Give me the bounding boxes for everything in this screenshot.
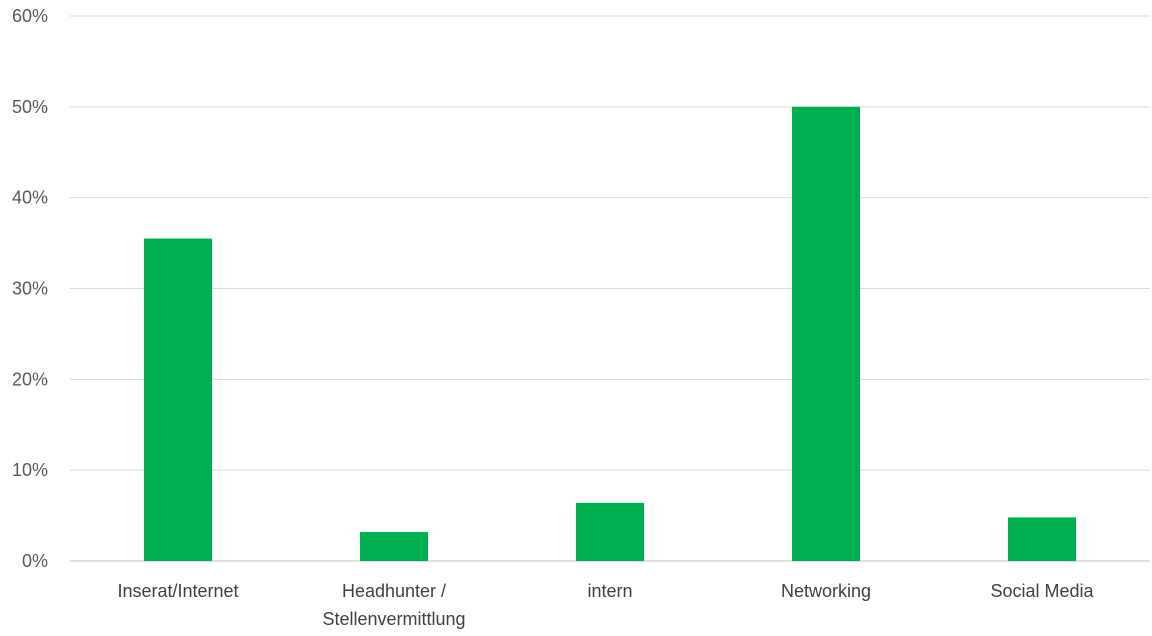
x-tick-label: Social Media [990, 581, 1094, 601]
bar [360, 531, 428, 561]
y-tick-label: 10% [12, 460, 48, 480]
y-axis-ticks: 0% 10% 20% 30% 40% 50% 60% [12, 6, 48, 571]
x-tick-label: Networking [781, 581, 871, 601]
x-tick-label: Headhunter / Stellenvermittlung [322, 581, 465, 629]
bar [576, 502, 644, 561]
y-tick-label: 50% [12, 97, 48, 117]
x-tick-label: intern [587, 581, 632, 601]
y-tick-label: 60% [12, 6, 48, 26]
bar [1008, 517, 1076, 561]
x-axis-labels: Inserat/Internet Headhunter / Stellenvermi… [117, 581, 1094, 629]
bar [144, 238, 212, 561]
y-tick-label: 40% [12, 188, 48, 208]
y-tick-label: 0% [22, 551, 48, 571]
x-tick-label: Inserat/Internet [117, 581, 238, 601]
gridlines [70, 15, 1150, 562]
y-tick-label: 30% [12, 279, 48, 299]
bar [792, 106, 860, 561]
bars [144, 106, 1076, 561]
y-tick-label: 20% [12, 369, 48, 389]
